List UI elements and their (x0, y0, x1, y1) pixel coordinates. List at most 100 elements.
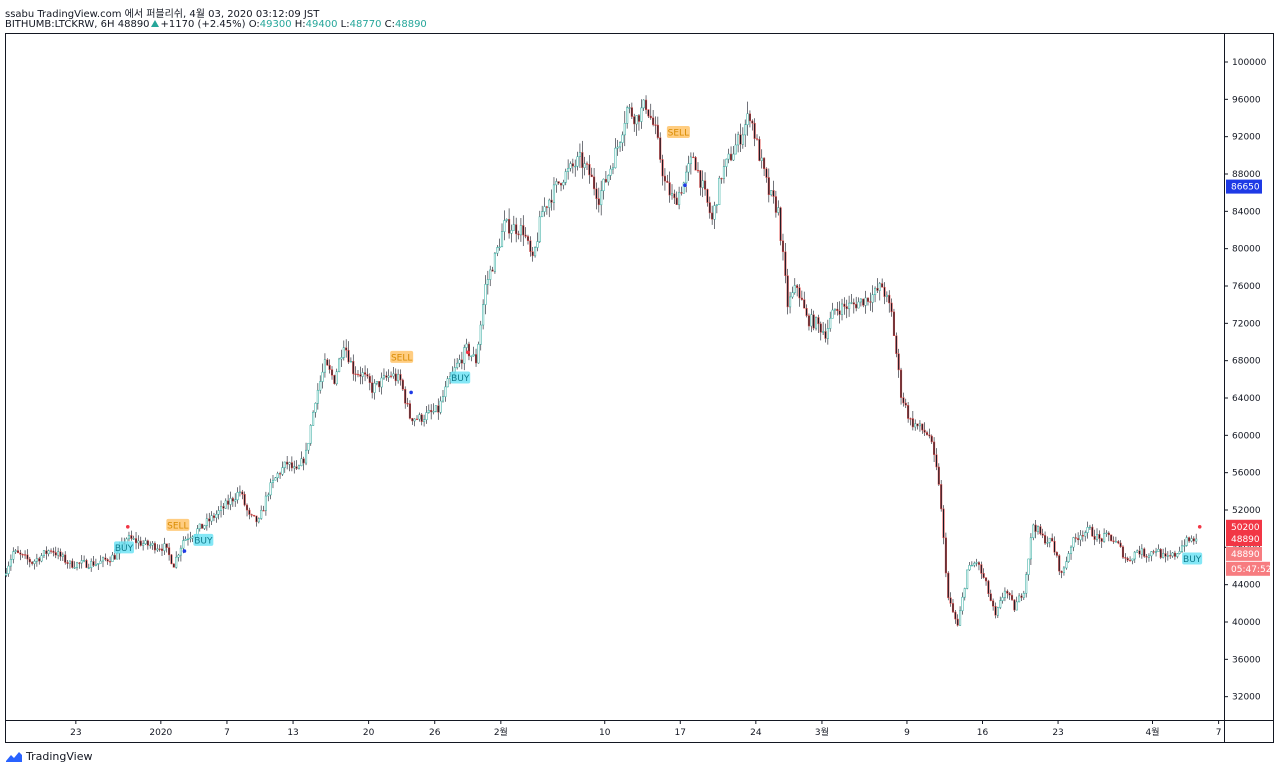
candle (1069, 545, 1073, 560)
candle-body (838, 310, 841, 315)
candle-body (330, 369, 334, 376)
candle-body (781, 240, 785, 253)
candle-body (1103, 533, 1106, 542)
candle (732, 146, 735, 162)
candle-body (345, 347, 348, 351)
candle-body (1140, 548, 1143, 555)
candle (326, 358, 329, 366)
candle-body (748, 113, 751, 122)
candle (557, 181, 560, 185)
candle (92, 555, 95, 567)
candle-body (434, 405, 437, 412)
candle-body (526, 236, 530, 241)
candles-layer (5, 95, 1198, 627)
time-axis[interactable]: 23 2020 7 13 20 26 2월 10 17 24 3월 9 16 23 4월 7 (70, 720, 1221, 738)
candle (633, 113, 636, 132)
candle-body (486, 279, 489, 285)
candle-body (1154, 551, 1158, 553)
candle-body (800, 297, 803, 300)
candle (786, 268, 789, 315)
candle-body (1034, 524, 1037, 532)
candle-body (307, 442, 310, 451)
candle (482, 299, 485, 330)
candle-body (165, 543, 168, 548)
candle (1152, 549, 1155, 555)
candle-body (295, 466, 298, 469)
candle (519, 217, 522, 242)
candle (201, 523, 204, 529)
candle (300, 451, 303, 467)
price-axis[interactable]: 3200036000400004400048000520005600060000… (1224, 58, 1267, 703)
candle-body (1025, 574, 1028, 594)
candle-body (1029, 537, 1032, 560)
candle (850, 293, 853, 305)
candle-body (186, 538, 190, 541)
candle-body (1112, 540, 1115, 543)
candle (772, 180, 775, 204)
candle-body (888, 294, 891, 304)
candle-body (1020, 595, 1023, 598)
candle (529, 236, 532, 257)
candle-body (267, 494, 270, 497)
candle-body (1152, 551, 1155, 553)
candle-body (930, 435, 933, 443)
candle (1114, 536, 1117, 543)
candle-body (234, 499, 237, 502)
candle (999, 596, 1002, 610)
candle-body (66, 562, 69, 564)
signal-box (114, 541, 134, 554)
candle-body (92, 561, 95, 566)
candle-body (1065, 561, 1068, 569)
symbol-label[interactable]: BITHUMB:LTCKRW, 6H (5, 19, 115, 30)
candle-body (807, 315, 811, 327)
high-value: 49400 (305, 19, 338, 30)
candle (309, 424, 312, 446)
candle (408, 400, 411, 420)
candle-body (619, 142, 622, 148)
candle-body (314, 402, 317, 413)
candle-body (871, 294, 874, 303)
candle (602, 178, 605, 200)
candle-body (477, 344, 480, 364)
y-tick-label: 52000 (1232, 506, 1261, 516)
candle (822, 322, 825, 335)
candle (231, 496, 234, 507)
candle (165, 543, 168, 553)
candle (1126, 556, 1129, 562)
price-badge: 48890 (1226, 532, 1262, 547)
candle-body (257, 518, 260, 523)
candle-body (1022, 592, 1025, 598)
price-badge: 05:47:52 (1226, 561, 1271, 576)
candle (548, 198, 551, 218)
candle-body (109, 561, 112, 563)
candle-body (333, 375, 336, 385)
candle-body (78, 562, 81, 564)
candle (866, 297, 870, 306)
candle (543, 197, 546, 217)
candle (916, 423, 919, 430)
candle-body (418, 414, 421, 420)
candle-body (375, 381, 378, 384)
candle (626, 105, 629, 129)
candle-body (916, 423, 919, 427)
candle-body (784, 251, 787, 276)
candle-body (75, 562, 79, 568)
candle-body (666, 180, 669, 183)
candle (970, 561, 973, 567)
candle-body (179, 547, 182, 556)
candle-body (423, 419, 426, 422)
plot-frame (5, 33, 1274, 743)
y-tick-label: 44000 (1232, 581, 1261, 591)
candle-body (425, 412, 428, 421)
candle (644, 95, 648, 114)
candle-body (271, 479, 275, 483)
candle (722, 159, 726, 184)
tradingview-logo[interactable]: TradingView (5, 750, 92, 763)
candle-body (316, 389, 319, 404)
candle-body (607, 175, 610, 183)
candle-body (127, 535, 131, 540)
candle-body (949, 597, 952, 604)
candle (706, 188, 709, 207)
candle-body (552, 184, 556, 203)
